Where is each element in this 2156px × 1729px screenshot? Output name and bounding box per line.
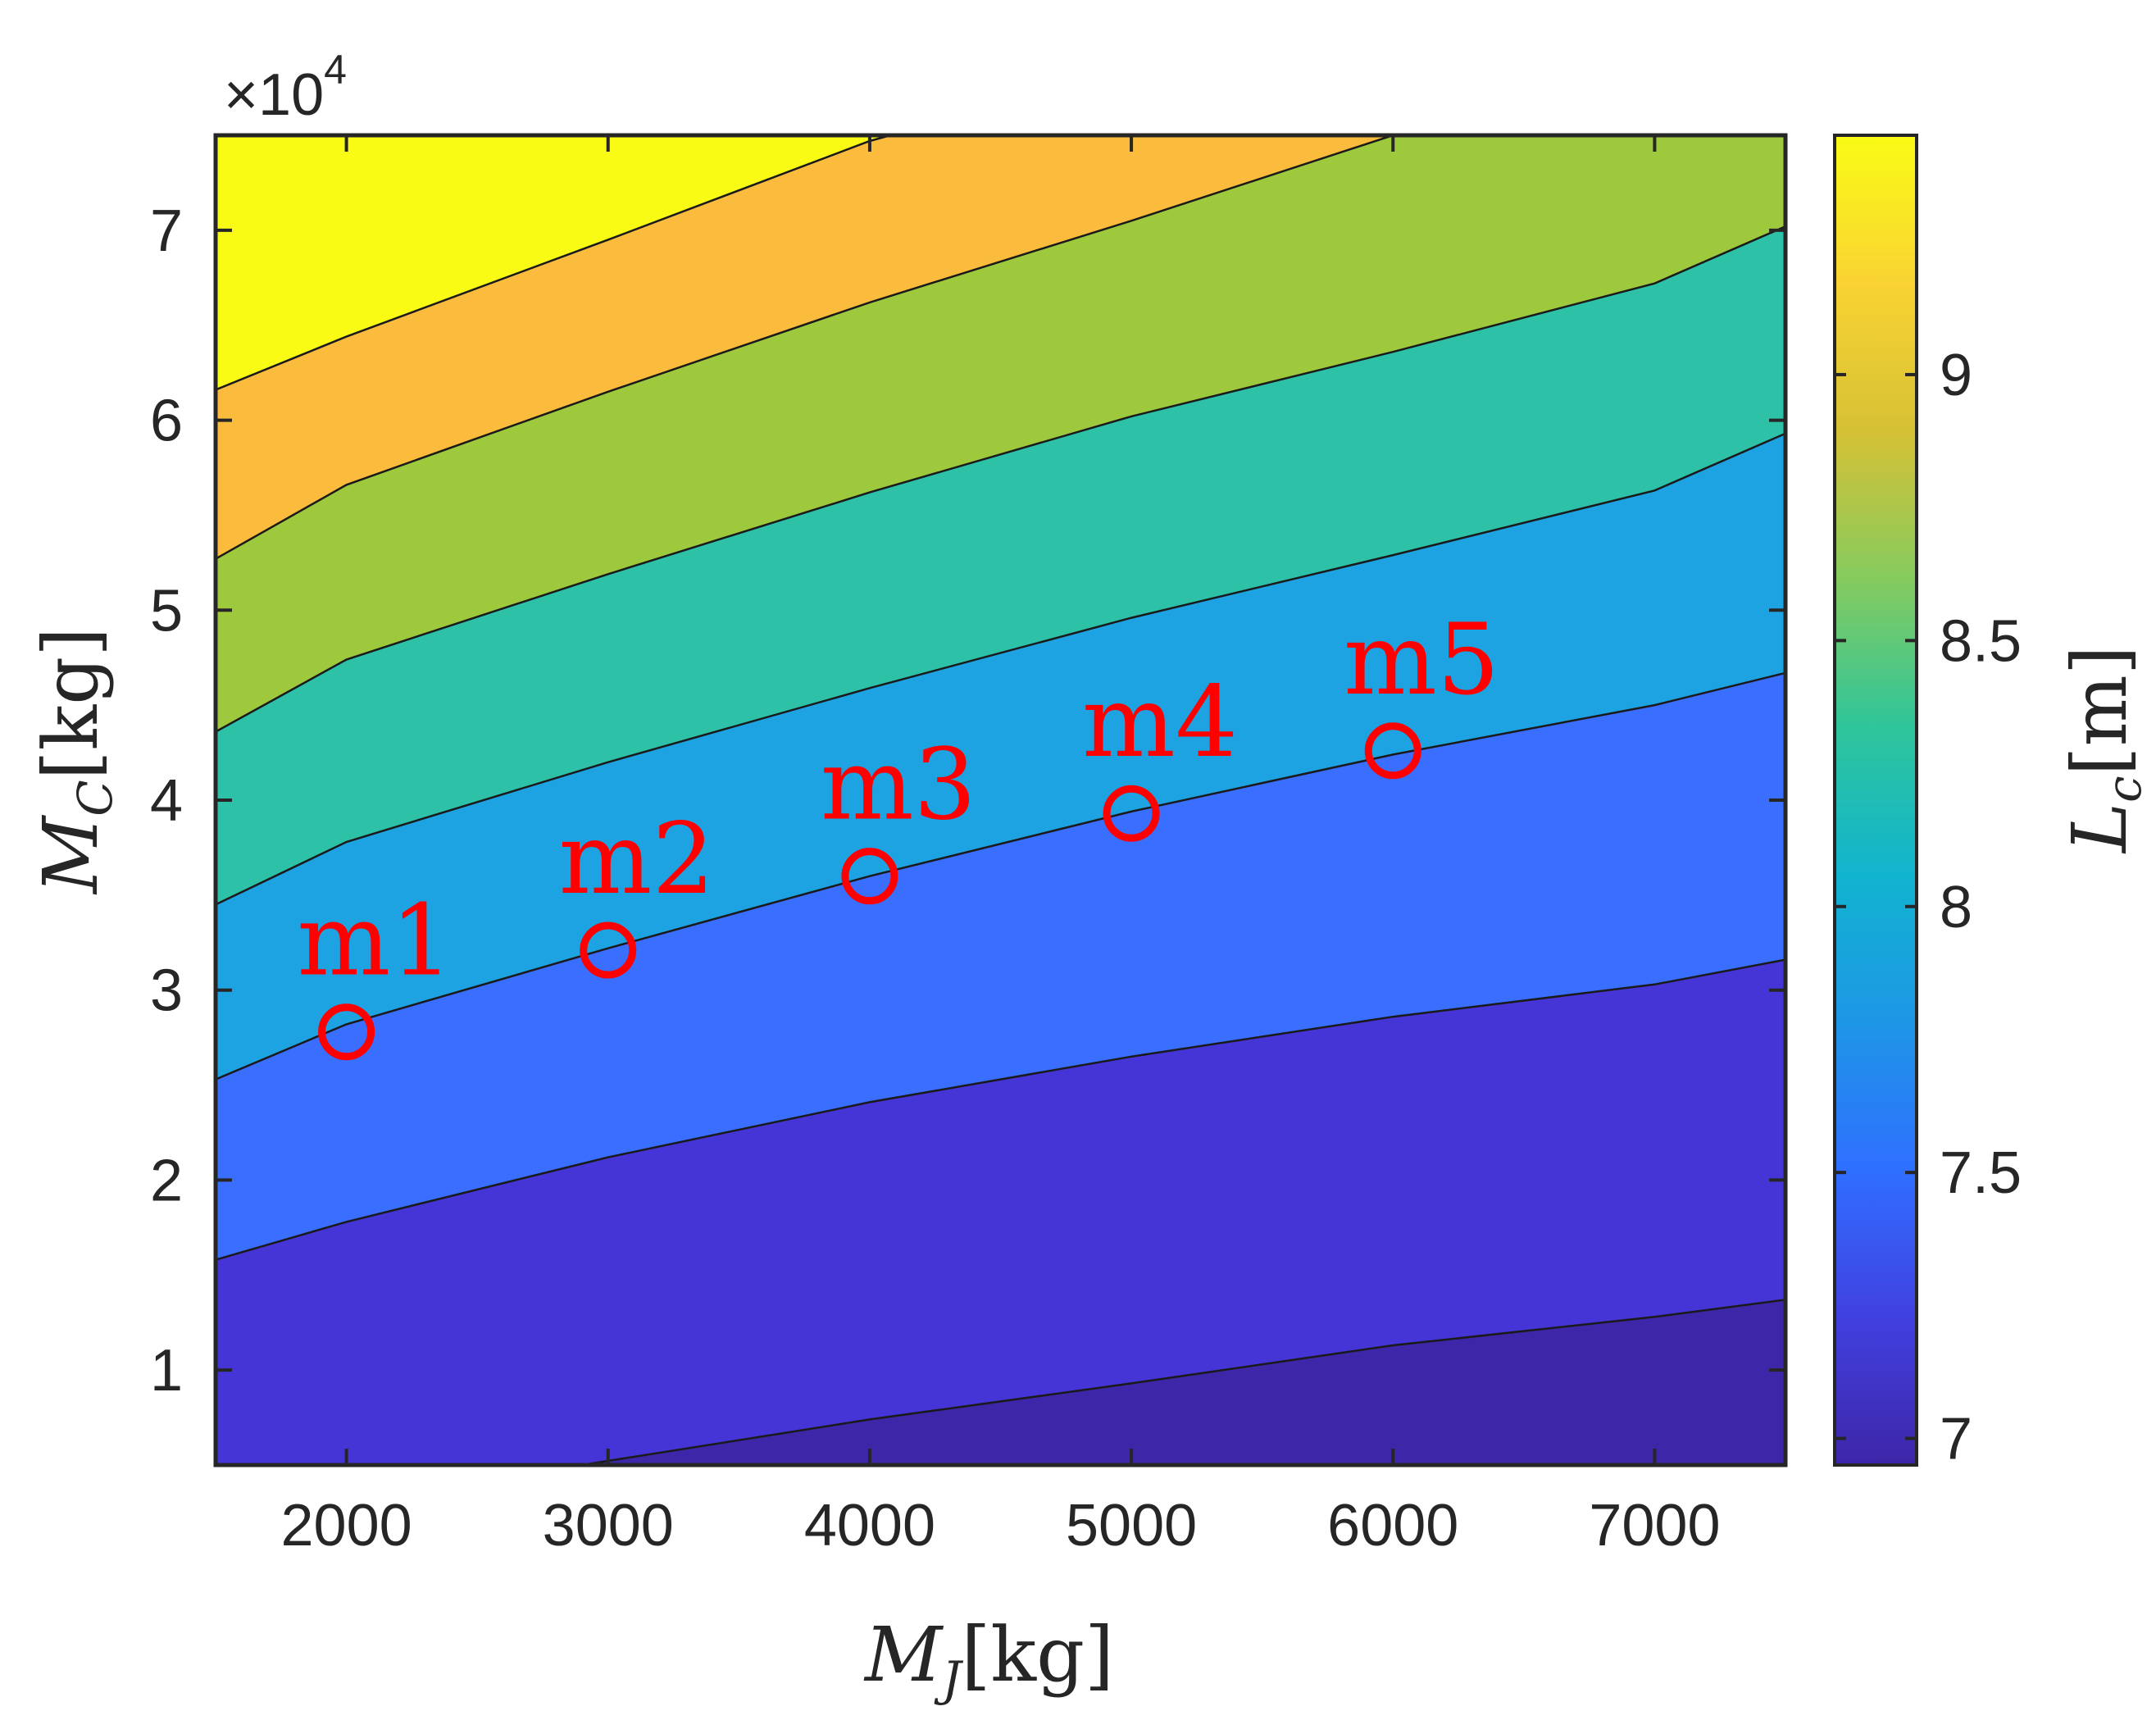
- contour-line: [216, 225, 1785, 733]
- contour-bands: [216, 135, 1785, 1465]
- x-tick-label: 2000: [280, 1493, 412, 1558]
- marker-m1: [318, 1003, 375, 1061]
- contour-line: [216, 958, 1785, 1261]
- contour-line: [216, 135, 891, 391]
- contour-band: [216, 135, 891, 390]
- x-tick-label: 3000: [543, 1493, 674, 1558]
- y-tick-label: 2: [150, 1148, 183, 1213]
- colorbar-ticks: 7 7.5 8 8.5 9: [1835, 343, 2022, 1472]
- marker-label: m4: [1082, 666, 1238, 780]
- y-tick-label: 7: [150, 198, 183, 264]
- marker-m4: [1103, 785, 1160, 842]
- x-axis-label: MJ[kg]: [863, 1611, 1114, 1707]
- colorbar: [1833, 134, 1918, 1467]
- marker-m5: [1364, 722, 1421, 780]
- contour-line: [581, 1299, 1785, 1465]
- contour-line: [216, 671, 1785, 1081]
- y-axis-exponent: ×104: [224, 47, 347, 128]
- y-axis-label: MC[kg]: [27, 627, 123, 895]
- marker-label: m5: [1344, 603, 1499, 717]
- colorbar-label: Lc[m]: [2056, 645, 2152, 854]
- colorbar-tick-label: 9: [1940, 343, 1972, 408]
- x-axis-ticks: 2000 3000 4000 5000 6000 7000: [280, 135, 1721, 1558]
- marker-label: m1: [298, 885, 453, 999]
- colorbar-tick-label: 7: [1940, 1407, 1972, 1472]
- contour-line: [216, 432, 1785, 906]
- x-tick-label: 4000: [804, 1493, 935, 1558]
- colorbar-tick-label: 8: [1940, 875, 1972, 940]
- marker-m3: [841, 848, 898, 905]
- x-tick-label: 7000: [1589, 1493, 1720, 1558]
- colorbar-tick-label: 7.5: [1940, 1140, 2022, 1206]
- marker-label: m2: [559, 803, 715, 917]
- marker-label: m3: [821, 729, 976, 843]
- marker-m2: [580, 921, 637, 979]
- y-axis-ticks: 1 2 3 4 5 6 7: [150, 198, 1785, 1404]
- y-tick-label: 6: [150, 389, 183, 454]
- contour-line: [216, 135, 1394, 560]
- x-tick-label: 6000: [1327, 1493, 1458, 1558]
- colorbar-tick-label: 8.5: [1940, 608, 2022, 674]
- markers: m1 m2 m3 m4 m5: [298, 603, 1499, 1061]
- y-tick-label: 3: [150, 958, 183, 1024]
- contour-lines: [216, 135, 1785, 1465]
- y-tick-label: 1: [150, 1338, 183, 1404]
- y-tick-label: 4: [150, 768, 183, 834]
- y-tick-label: 5: [150, 578, 183, 644]
- x-tick-label: 5000: [1066, 1493, 1197, 1558]
